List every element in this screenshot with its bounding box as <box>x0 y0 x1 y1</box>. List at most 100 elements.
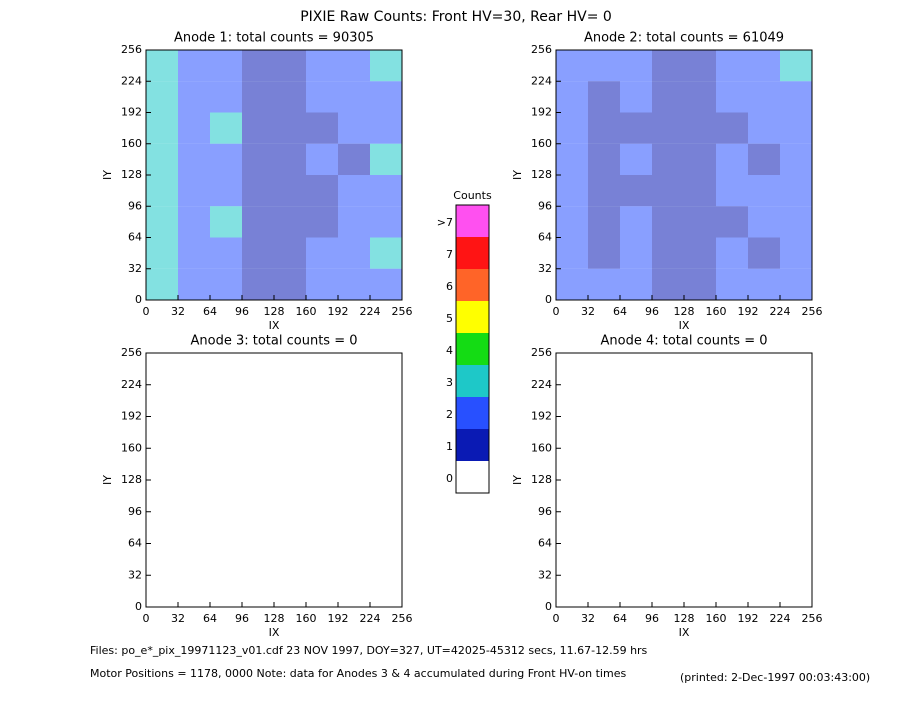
y-tick-label: 160 <box>121 441 142 454</box>
heatmap-cell <box>652 268 684 300</box>
heatmap-cell <box>556 81 588 113</box>
colorbar-swatch <box>456 429 489 461</box>
colorbar-frame <box>455 204 490 494</box>
heatmap-cell <box>242 112 274 144</box>
heatmap-cell <box>178 175 210 207</box>
heatmap-cell <box>556 50 588 82</box>
heatmap-cell <box>716 143 748 175</box>
colorbar-swatch <box>456 365 489 397</box>
heatmap-cell <box>556 112 588 144</box>
x-tick-label: 224 <box>770 305 791 318</box>
heatmap-cell <box>716 50 748 82</box>
x-tick-label: 224 <box>360 612 381 625</box>
heatmap-cell <box>588 206 620 238</box>
heatmap-cell <box>338 112 370 144</box>
x-tick-label: 0 <box>143 612 150 625</box>
y-tick-label: 224 <box>531 74 552 87</box>
x-tick-label: 224 <box>770 612 791 625</box>
heatmap-cell <box>588 112 620 144</box>
heatmap-cell <box>652 112 684 144</box>
heatmap-cell <box>274 81 306 113</box>
y-axis-label: IY <box>101 475 114 485</box>
x-tick-label: 64 <box>203 305 217 318</box>
heatmap-cell <box>748 143 780 175</box>
y-axis-label: IY <box>101 170 114 180</box>
footer-motor: Motor Positions = 1178, 0000 Note: data … <box>90 667 626 680</box>
footer-files: Files: po_e*_pix_19971123_v01.cdf 23 NOV… <box>90 644 648 657</box>
heatmap-cell <box>210 268 242 300</box>
heatmap-cell <box>338 143 370 175</box>
y-tick-label: 192 <box>121 410 142 423</box>
heatmap-cell <box>556 268 588 300</box>
heatmap-cell <box>716 206 748 238</box>
heatmap-cell <box>306 112 338 144</box>
heatmap-cell <box>274 268 306 300</box>
heatmap-cell <box>748 268 780 300</box>
x-tick-label: 128 <box>674 612 695 625</box>
y-tick-label: 192 <box>531 410 552 423</box>
heatmap-cell <box>588 50 620 82</box>
panel-title: Anode 4: total counts = 0 <box>601 334 768 349</box>
y-tick-label: 96 <box>128 199 142 212</box>
colorbar-swatch <box>456 461 489 493</box>
x-tick-label: 96 <box>645 305 659 318</box>
heatmap-cell <box>748 175 780 207</box>
heatmap-cell <box>274 112 306 144</box>
heatmap-cell <box>242 81 274 113</box>
heatmap-cell <box>716 112 748 144</box>
heatmap-cell <box>620 50 652 82</box>
heatmap-cell <box>274 50 306 82</box>
heatmap-cell <box>684 268 716 300</box>
heatmap-cell <box>146 175 178 207</box>
heatmap-cell <box>338 237 370 269</box>
x-axis-label: IX <box>269 626 280 639</box>
heatmap-cell <box>338 268 370 300</box>
y-tick-label: 160 <box>121 137 142 150</box>
heatmap-cell <box>338 206 370 238</box>
heatmap-cell <box>684 50 716 82</box>
x-tick-label: 0 <box>553 305 560 318</box>
heatmap-cell <box>780 268 812 300</box>
panel-title: Anode 2: total counts = 61049 <box>584 31 784 46</box>
colorbar-swatch <box>456 269 489 301</box>
heatmap-cell <box>620 268 652 300</box>
y-tick-label: 256 <box>121 346 142 359</box>
colorbar-label: 7 <box>446 248 453 261</box>
y-tick-label: 0 <box>545 293 552 306</box>
colorbar-label: 1 <box>446 440 453 453</box>
heatmap-cell <box>306 206 338 238</box>
heatmap-cell <box>716 268 748 300</box>
heatmap-cell <box>146 112 178 144</box>
x-tick-label: 192 <box>328 305 349 318</box>
heatmap-cell <box>684 237 716 269</box>
x-tick-label: 256 <box>392 305 413 318</box>
heatmap-cell <box>146 143 178 175</box>
y-tick-label: 96 <box>538 199 552 212</box>
x-tick-label: 160 <box>706 305 727 318</box>
heatmap-cell <box>210 206 242 238</box>
x-tick-label: 32 <box>171 612 185 625</box>
y-tick-label: 64 <box>128 231 142 244</box>
x-tick-label: 96 <box>235 305 249 318</box>
y-tick-label: 0 <box>135 600 142 613</box>
y-tick-label: 192 <box>121 106 142 119</box>
colorbar-label: 0 <box>446 472 453 485</box>
heatmap-cell <box>780 175 812 207</box>
heatmap-cell <box>652 237 684 269</box>
heatmap-cell <box>780 237 812 269</box>
y-tick-label: 0 <box>545 600 552 613</box>
heatmap-cell <box>620 237 652 269</box>
heatmap-cell <box>780 50 812 82</box>
y-tick-label: 256 <box>121 43 142 56</box>
heatmap-cell <box>242 143 274 175</box>
plot-frame <box>555 352 813 608</box>
x-tick-label: 32 <box>581 612 595 625</box>
heatmap-cell <box>178 143 210 175</box>
y-tick-label: 224 <box>531 378 552 391</box>
heatmap-cell <box>274 237 306 269</box>
heatmap-cell <box>620 206 652 238</box>
heatmap-cell <box>242 50 274 82</box>
heatmap-cell <box>716 81 748 113</box>
colorbar-label: 5 <box>446 312 453 325</box>
heatmap-cell <box>370 237 402 269</box>
